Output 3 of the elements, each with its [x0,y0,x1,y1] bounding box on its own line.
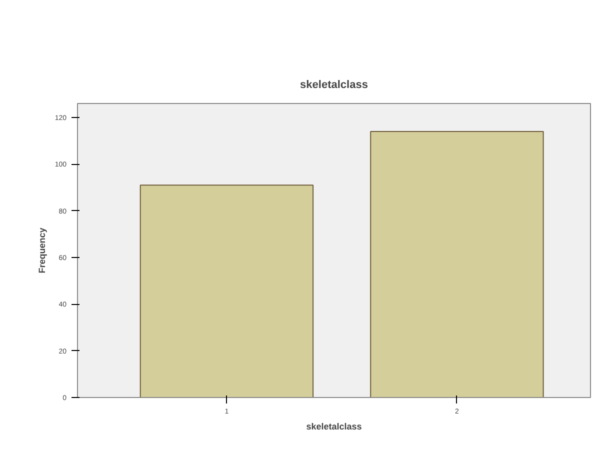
x-axis-title: skeletalclass [306,422,362,432]
y-axis-title: Frequency [36,228,47,274]
chart-title: skeletalclass [300,79,368,91]
